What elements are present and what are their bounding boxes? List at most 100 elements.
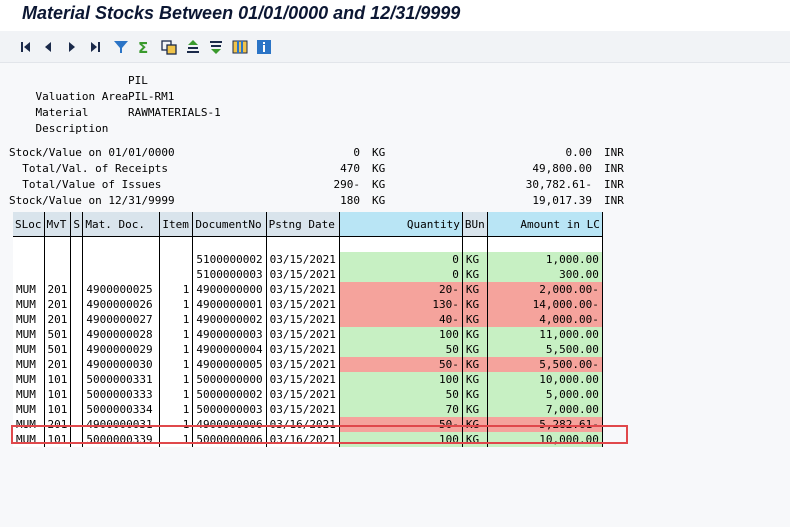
cell-sloc[interactable]: MUM [13, 327, 45, 342]
cell-mat-doc[interactable] [82, 252, 161, 267]
cell-mat-doc[interactable]: 4900000026 [82, 297, 161, 312]
cell-bun[interactable]: KG [462, 402, 488, 417]
cell-sloc[interactable]: MUM [13, 282, 45, 297]
table-row[interactable]: MUM 101 5000000333 1 5000000002 03/15/2021 50 K… [13, 387, 603, 402]
cell-sloc[interactable]: MUM [13, 432, 45, 447]
cell-amount[interactable]: 2,000.00- [487, 282, 603, 297]
cell-posting-date[interactable]: 03/15/2021 [266, 357, 340, 372]
cell-posting-date[interactable]: 03/15/2021 [266, 252, 340, 267]
cell-quantity[interactable]: 40- [339, 312, 463, 327]
layout-icon[interactable] [232, 39, 248, 55]
cell-sloc[interactable]: MUM [13, 372, 45, 387]
cell-mvt[interactable]: 101 [44, 402, 72, 417]
cell-item[interactable]: 1 [159, 312, 194, 327]
table-row[interactable]: MUM 501 4900000028 1 4900000003 03/15/2021 100… [13, 327, 603, 342]
cell-amount[interactable]: 5,282.61- [487, 417, 603, 432]
cell-document-no[interactable]: 5000000003 [192, 402, 267, 417]
cell-amount[interactable]: 10,000.00 [487, 372, 603, 387]
cell-item[interactable]: 1 [159, 282, 194, 297]
cell-posting-date[interactable]: 03/15/2021 [266, 402, 340, 417]
cell-document-no[interactable]: 5000000002 [192, 387, 267, 402]
cell-document-no[interactable]: 4900000002 [192, 312, 267, 327]
cell-mvt[interactable]: 201 [44, 282, 72, 297]
cell-sloc[interactable]: MUM [13, 342, 45, 357]
cell-s[interactable] [70, 342, 84, 357]
cell-sloc[interactable]: MUM [13, 312, 45, 327]
cell-document-no[interactable]: 5100000002 [192, 252, 267, 267]
cell-mvt[interactable]: 201 [44, 297, 72, 312]
cell-mat-doc[interactable]: 5000000334 [82, 402, 161, 417]
cell-item[interactable]: 1 [159, 357, 194, 372]
cell-mat-doc[interactable]: 5000000331 [82, 372, 161, 387]
cell-s[interactable] [70, 267, 84, 282]
last-page-icon[interactable] [87, 39, 103, 55]
table-row[interactable]: MUM 101 5000000334 1 5000000003 03/15/2021 70 K… [13, 402, 603, 417]
column-header-mat-doc[interactable]: Mat. Doc. [82, 212, 161, 237]
cell-item[interactable]: 1 [159, 432, 194, 447]
cell-item[interactable]: 1 [159, 297, 194, 312]
cell-mvt[interactable] [44, 236, 72, 252]
table-row[interactable]: MUM 101 5000000339 1 5000000006 03/16/2021 100… [13, 432, 603, 447]
cell-item[interactable] [159, 252, 194, 267]
cell-item[interactable]: 1 [159, 372, 194, 387]
column-header-posting-date[interactable]: Pstng Date [266, 212, 340, 237]
cell-item[interactable]: 1 [159, 402, 194, 417]
cell-document-no[interactable]: 4900000003 [192, 327, 267, 342]
cell-amount[interactable]: 10,000.00 [487, 432, 603, 447]
cell-s[interactable] [70, 252, 84, 267]
cell-s[interactable] [70, 387, 84, 402]
cell-item[interactable]: 1 [159, 387, 194, 402]
cell-item[interactable] [159, 236, 194, 252]
cell-s[interactable] [70, 432, 84, 447]
cell-document-no[interactable] [192, 236, 267, 252]
cell-posting-date[interactable]: 03/16/2021 [266, 417, 340, 432]
cell-s[interactable] [70, 372, 84, 387]
cell-mat-doc[interactable]: 5000000333 [82, 387, 161, 402]
cell-quantity[interactable]: 70 [339, 402, 463, 417]
cell-s[interactable] [70, 417, 84, 432]
column-header-sloc[interactable]: SLoc [13, 212, 45, 237]
cell-document-no[interactable]: 5000000006 [192, 432, 267, 447]
next-page-icon[interactable] [64, 39, 80, 55]
table-row[interactable]: MUM 501 4900000029 1 4900000004 03/15/2021 50 K… [13, 342, 603, 357]
cell-s[interactable] [70, 402, 84, 417]
cell-mvt[interactable]: 101 [44, 387, 72, 402]
cell-mat-doc[interactable]: 4900000031 [82, 417, 161, 432]
cell-posting-date[interactable]: 03/15/2021 [266, 312, 340, 327]
cell-posting-date[interactable]: 03/15/2021 [266, 267, 340, 282]
cell-sloc[interactable] [13, 252, 45, 267]
cell-bun[interactable]: KG [462, 342, 488, 357]
cell-quantity[interactable]: 20- [339, 282, 463, 297]
cell-quantity[interactable]: 50- [339, 357, 463, 372]
column-header-amount[interactable]: Amount in LC [487, 212, 603, 237]
cell-quantity[interactable]: 100 [339, 432, 463, 447]
cell-s[interactable] [70, 327, 84, 342]
cell-bun[interactable]: KG [462, 372, 488, 387]
cell-quantity[interactable]: 50- [339, 417, 463, 432]
cell-mvt[interactable]: 101 [44, 372, 72, 387]
cell-bun[interactable] [462, 236, 488, 252]
cell-sloc[interactable]: MUM [13, 387, 45, 402]
cell-mvt[interactable]: 101 [44, 432, 72, 447]
cell-posting-date[interactable]: 03/15/2021 [266, 327, 340, 342]
cell-bun[interactable]: KG [462, 432, 488, 447]
table-row[interactable]: MUM 201 4900000025 1 4900000000 03/15/2021 20-… [13, 282, 603, 297]
cell-quantity[interactable]: 0 [339, 267, 463, 282]
cell-mat-doc[interactable]: 4900000029 [82, 342, 161, 357]
cell-s[interactable] [70, 282, 84, 297]
cell-s[interactable] [70, 297, 84, 312]
cell-amount[interactable]: 14,000.00- [487, 297, 603, 312]
cell-mat-doc[interactable]: 4900000025 [82, 282, 161, 297]
cell-mat-doc[interactable] [82, 236, 161, 252]
cell-amount[interactable]: 7,000.00 [487, 402, 603, 417]
sum-icon[interactable]: Σ [136, 39, 152, 55]
cell-bun[interactable]: KG [462, 252, 488, 267]
cell-mvt[interactable]: 501 [44, 342, 72, 357]
cell-document-no[interactable]: 4900000004 [192, 342, 267, 357]
cell-posting-date[interactable]: 03/15/2021 [266, 297, 340, 312]
cell-item[interactable]: 1 [159, 417, 194, 432]
cell-item[interactable]: 1 [159, 342, 194, 357]
column-header-bun[interactable]: BUn [462, 212, 488, 237]
previous-page-icon[interactable] [40, 39, 56, 55]
cell-amount[interactable]: 300.00 [487, 267, 603, 282]
